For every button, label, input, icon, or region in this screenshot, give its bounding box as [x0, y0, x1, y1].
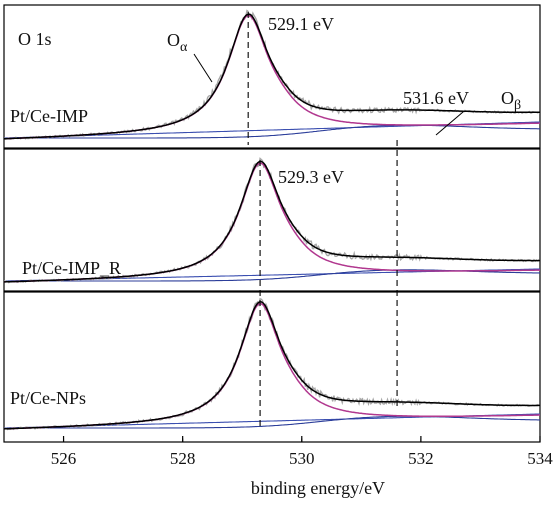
sample-label: Pt/Ce-IMP: [10, 106, 88, 126]
o-alpha-label: Oα: [167, 30, 188, 55]
o-beta-label: Oβ: [501, 88, 521, 113]
x-tick-label: 530: [289, 449, 315, 468]
panel-2: [3, 148, 541, 292]
o-beta-energy-label: 531.6 eV: [403, 88, 469, 108]
region-label: O 1s: [18, 29, 52, 49]
panel-traces: [4, 157, 540, 284]
o-beta-component-line: [4, 415, 540, 429]
fit-envelope-line: [4, 13, 540, 140]
o-alpha-leader: [193, 53, 213, 83]
fit-envelope-line: [4, 160, 540, 283]
panel-traces: [4, 297, 540, 431]
x-tick-label: 528: [170, 449, 196, 468]
panel-traces: [4, 9, 540, 140]
panel-frame: [3, 4, 541, 149]
o-beta-component-line: [4, 124, 540, 139]
panel-frame: [3, 291, 541, 443]
fit-envelope-line: [4, 301, 540, 430]
x-tick-label: 532: [408, 449, 434, 468]
o-beta-leader: [435, 111, 464, 136]
sample-label: Pt/Ce-NPs: [10, 388, 86, 408]
x-tick-label: 526: [51, 449, 77, 468]
annotations-layer: Pt/Ce-IMP Pt/Ce-IMP_R Pt/Ce-NPs O 1s 529.1 e…: [10, 14, 521, 408]
panel-frame: [3, 148, 541, 292]
panels-layer: [3, 4, 541, 443]
peak-energy-label-middle: 529.3 eV: [278, 167, 344, 187]
x-tick-label: 534: [527, 449, 553, 468]
panel-1: [3, 4, 541, 149]
x-axis: 526 528 530 532 534: [51, 436, 553, 468]
x-axis-title: binding energy/eV: [251, 478, 385, 498]
peak-energy-label-top: 529.1 eV: [268, 14, 334, 34]
raw-data-line: [4, 297, 540, 431]
guide-lines-layer: [247, 12, 398, 426]
sample-label: Pt/Ce-IMP_R: [22, 258, 121, 278]
panel-3: [3, 291, 541, 443]
